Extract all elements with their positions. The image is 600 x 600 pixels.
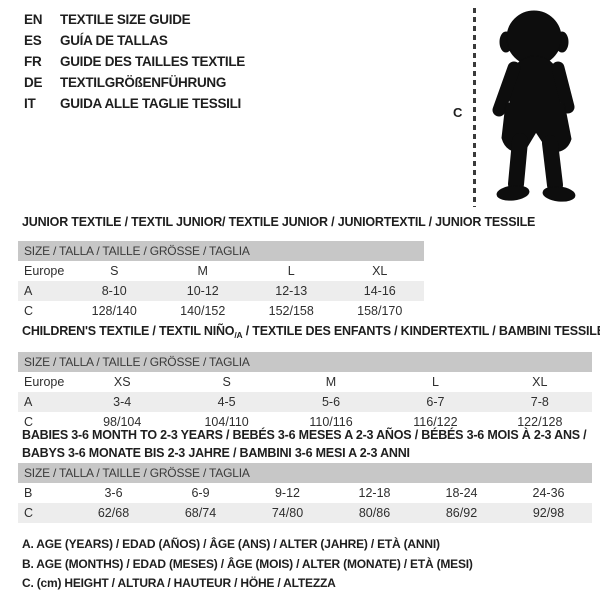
row-label: C bbox=[24, 506, 34, 520]
table-cell: 62/68 bbox=[97, 506, 130, 520]
list-item: ES GUÍA DE TALLAS bbox=[24, 30, 245, 51]
table-cell: 7-8 bbox=[530, 395, 549, 409]
table-cell: 6-9 bbox=[191, 486, 210, 500]
babies-title-line2: BABYS 3-6 MONATE BIS 2-3 JAHRE / BAMBINI… bbox=[22, 446, 410, 460]
junior-size-table: SIZE / TALLA / TAILLE / GRÖSSE / TAGLIA … bbox=[18, 241, 424, 321]
language-title-list: EN TEXTILE SIZE GUIDE ES GUÍA DE TALLAS … bbox=[24, 9, 245, 114]
table-cell: 12-13 bbox=[275, 284, 308, 298]
size-header-label: SIZE / TALLA / TAILLE / GRÖSSE / TAGLIA bbox=[24, 355, 250, 369]
children-title-part2: / TEXTILE DES ENFANTS / KINDERTEXTIL / B… bbox=[242, 324, 600, 338]
babies-title-line1: BABIES 3-6 MONTH TO 2-3 YEARS / BEBÉS 3-… bbox=[22, 428, 587, 442]
table-row: C 98/104 104/110 110/116 116/122 122/128 bbox=[18, 412, 592, 432]
size-header-bar: SIZE / TALLA / TAILLE / GRÖSSE / TAGLIA bbox=[18, 241, 424, 261]
table-cell: M bbox=[325, 375, 337, 389]
list-item: IT GUIDA ALLE TAGLIE TESSILI bbox=[24, 93, 245, 114]
table-cell: 116/122 bbox=[413, 415, 458, 429]
language-code: IT bbox=[24, 96, 36, 111]
table-cell: L bbox=[287, 264, 295, 278]
row-label: C bbox=[24, 304, 34, 318]
language-code: FR bbox=[24, 54, 42, 69]
table-cell: 3-6 bbox=[104, 486, 123, 500]
junior-section-title: JUNIOR TEXTILE / TEXTIL JUNIOR/ TEXTILE … bbox=[22, 215, 536, 229]
legend-notes: A. AGE (YEARS) / EDAD (AÑOS) / ÂGE (ANS)… bbox=[22, 535, 473, 594]
note-age-months: B. AGE (MONTHS) / EDAD (MESES) / ÂGE (MO… bbox=[22, 556, 473, 571]
note-age-years: A. AGE (YEARS) / EDAD (AÑOS) / ÂGE (ANS)… bbox=[22, 537, 440, 551]
table-row: A 3-4 4-5 5-6 6-7 7-8 bbox=[18, 392, 592, 412]
language-code: DE bbox=[24, 75, 43, 90]
table-cell: 10-12 bbox=[186, 284, 219, 298]
note-height-cm: C. (cm) HEIGHT / ALTURA / HAUTEUR / HÖHE… bbox=[22, 576, 336, 590]
children-section-title: CHILDREN'S TEXTILE / TEXTIL NIÑO/A / TEX… bbox=[22, 324, 600, 340]
table-cell: 110/116 bbox=[309, 415, 353, 429]
size-header-label: SIZE / TALLA / TAILLE / GRÖSSE / TAGLIA bbox=[24, 466, 250, 480]
toddler-silhouette-icon bbox=[492, 10, 576, 202]
language-title: TEXTILE SIZE GUIDE bbox=[60, 12, 191, 27]
table-cell: 68/74 bbox=[184, 506, 217, 520]
height-measure-dashed-line bbox=[473, 8, 476, 207]
language-code: ES bbox=[24, 33, 42, 48]
size-header-bar: SIZE / TALLA / TAILLE / GRÖSSE / TAGLIA bbox=[18, 463, 592, 483]
table-cell: XL bbox=[532, 375, 548, 389]
children-size-table: SIZE / TALLA / TAILLE / GRÖSSE / TAGLIA … bbox=[18, 352, 592, 432]
table-row: C 62/68 68/74 74/80 80/86 86/92 92/98 bbox=[18, 503, 592, 523]
babies-section-title: BABIES 3-6 MONTH TO 2-3 YEARS / BEBÉS 3-… bbox=[22, 426, 587, 462]
table-cell: 3-4 bbox=[113, 395, 132, 409]
height-measure-label: C bbox=[453, 105, 463, 120]
table-cell: 104/110 bbox=[204, 415, 249, 429]
table-cell: 128/140 bbox=[91, 304, 137, 318]
table-cell: S bbox=[222, 375, 231, 389]
table-cell: 5-6 bbox=[321, 395, 341, 409]
list-item: FR GUIDE DES TAILLES TEXTILE bbox=[24, 51, 245, 72]
table-cell: 80/86 bbox=[358, 506, 391, 520]
row-label: Europe bbox=[24, 264, 65, 278]
table-cell: 140/152 bbox=[180, 304, 226, 318]
table-row: Europe XS S M L XL bbox=[18, 372, 592, 392]
table-row: Europe S M L XL bbox=[18, 261, 424, 281]
table-cell: 122/128 bbox=[517, 415, 563, 429]
table-cell: L bbox=[431, 375, 439, 389]
table-cell: 4-5 bbox=[217, 395, 236, 409]
language-title: GUÍA DE TALLAS bbox=[60, 33, 168, 48]
table-row: C 128/140 140/152 152/158 158/170 bbox=[18, 301, 424, 321]
row-label: A bbox=[24, 395, 33, 409]
table-row: A 8-10 10-12 12-13 14-16 bbox=[18, 281, 424, 301]
table-cell: XL bbox=[372, 264, 388, 278]
table-cell: 8-10 bbox=[101, 284, 127, 298]
table-cell: M bbox=[197, 264, 208, 278]
table-cell: S bbox=[110, 264, 119, 278]
table-cell: 98/104 bbox=[103, 415, 142, 429]
babies-size-table: SIZE / TALLA / TAILLE / GRÖSSE / TAGLIA … bbox=[18, 463, 592, 523]
row-label: Europe bbox=[24, 375, 65, 389]
table-cell: 18-24 bbox=[445, 486, 478, 500]
language-title: TEXTILGRÖßENFÜHRUNG bbox=[60, 75, 227, 90]
list-item: EN TEXTILE SIZE GUIDE bbox=[24, 9, 245, 30]
language-title: GUIDE DES TAILLES TEXTILE bbox=[60, 54, 246, 69]
table-cell: 9-12 bbox=[274, 486, 301, 500]
table-row: B 3-6 6-9 9-12 12-18 18-24 24-36 bbox=[18, 483, 592, 503]
language-title: GUIDA ALLE TAGLIE TESSILI bbox=[60, 96, 241, 111]
row-label: A bbox=[24, 284, 33, 298]
table-cell: 24-36 bbox=[532, 486, 565, 500]
table-cell: XS bbox=[113, 375, 131, 389]
table-cell: 74/80 bbox=[271, 506, 304, 520]
table-cell: 86/92 bbox=[445, 506, 478, 520]
size-header-label: SIZE / TALLA / TAILLE / GRÖSSE / TAGLIA bbox=[24, 244, 250, 258]
row-label: C bbox=[24, 415, 34, 429]
list-item: DE TEXTILGRÖßENFÜHRUNG bbox=[24, 72, 245, 93]
table-cell: 6-7 bbox=[426, 395, 445, 409]
table-cell: 158/170 bbox=[357, 304, 403, 318]
row-label: B bbox=[24, 486, 33, 500]
table-cell: 152/158 bbox=[268, 304, 314, 318]
table-cell: 12-18 bbox=[358, 486, 391, 500]
table-cell: 14-16 bbox=[363, 284, 396, 298]
children-title-part1: CHILDREN'S TEXTILE / TEXTIL NIÑO bbox=[22, 324, 235, 338]
language-code: EN bbox=[24, 12, 43, 27]
table-cell: 92/98 bbox=[532, 506, 565, 520]
children-title-subscript: /A bbox=[234, 330, 243, 340]
size-header-bar: SIZE / TALLA / TAILLE / GRÖSSE / TAGLIA bbox=[18, 352, 592, 372]
